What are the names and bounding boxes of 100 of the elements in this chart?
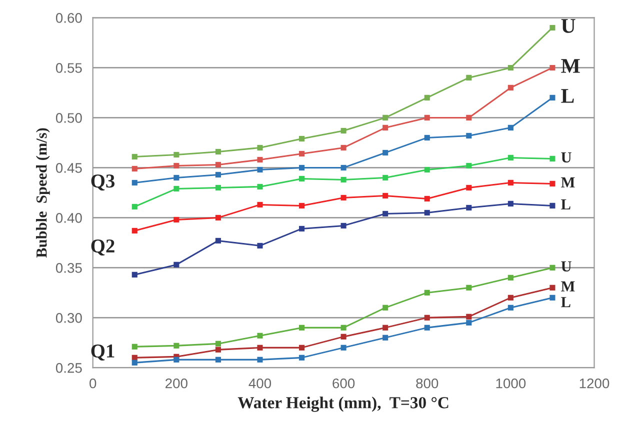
point xyxy=(424,114,430,120)
point xyxy=(257,344,263,350)
point xyxy=(215,238,221,244)
point xyxy=(132,228,138,234)
point xyxy=(174,162,180,168)
x-tick-label: 800 xyxy=(416,378,438,388)
x-tick-label: 200 xyxy=(166,378,188,388)
point xyxy=(174,152,180,158)
point xyxy=(508,180,514,186)
point xyxy=(257,356,263,362)
point xyxy=(424,94,430,100)
y-tick-label: 0.40 xyxy=(56,213,82,223)
point xyxy=(550,202,556,208)
point xyxy=(174,216,180,222)
point xyxy=(508,274,514,280)
y-tick-label: 0.60 xyxy=(56,13,82,23)
point xyxy=(508,64,514,70)
point xyxy=(215,148,221,154)
point xyxy=(257,242,263,248)
point xyxy=(257,166,263,172)
annotation: Q3 xyxy=(91,174,115,191)
point xyxy=(550,156,556,162)
point xyxy=(508,124,514,130)
point xyxy=(340,194,346,200)
series-label: M xyxy=(561,59,580,73)
point xyxy=(340,324,346,330)
series-label: M xyxy=(561,281,575,292)
y-tick-label: 0.35 xyxy=(56,263,82,273)
point xyxy=(298,202,305,208)
point xyxy=(550,64,556,70)
series-label: U xyxy=(561,261,572,272)
point xyxy=(340,144,346,150)
point xyxy=(550,264,556,270)
point xyxy=(298,354,305,360)
point xyxy=(508,294,514,300)
point xyxy=(382,334,388,340)
point xyxy=(340,128,346,134)
point xyxy=(382,124,388,130)
series-label: U xyxy=(561,19,576,33)
point xyxy=(382,210,388,216)
series-label: U xyxy=(561,152,572,163)
x-tick-label: 1200 xyxy=(580,378,610,388)
point xyxy=(508,84,514,90)
point xyxy=(424,196,430,202)
point xyxy=(298,324,305,330)
y-tick-label: 0.30 xyxy=(56,313,82,323)
point xyxy=(257,144,263,150)
y-tick-label: 0.55 xyxy=(56,63,82,73)
x-tick-label: 0 xyxy=(90,378,96,388)
point xyxy=(257,184,263,190)
series-label: M xyxy=(561,177,575,188)
point xyxy=(550,180,556,186)
point xyxy=(132,360,138,366)
point xyxy=(132,344,138,350)
point xyxy=(550,284,556,290)
point xyxy=(174,186,180,192)
point xyxy=(215,172,221,178)
point xyxy=(382,304,388,310)
point xyxy=(298,164,305,170)
point xyxy=(215,214,221,220)
point xyxy=(215,184,221,190)
point xyxy=(424,210,430,216)
point xyxy=(466,184,472,190)
point xyxy=(215,340,221,346)
point xyxy=(132,204,138,210)
point xyxy=(298,344,305,350)
point xyxy=(424,166,430,172)
point xyxy=(257,202,263,208)
point xyxy=(132,166,138,172)
point xyxy=(382,114,388,120)
point xyxy=(132,154,138,160)
y-tick-label: 0.25 xyxy=(56,363,82,373)
point xyxy=(174,174,180,180)
point xyxy=(508,200,514,206)
point xyxy=(132,272,138,278)
point xyxy=(508,154,514,160)
point xyxy=(466,204,472,210)
point xyxy=(550,94,556,100)
point xyxy=(466,74,472,80)
point xyxy=(340,176,346,182)
point xyxy=(298,176,305,182)
point xyxy=(298,226,305,232)
point xyxy=(174,262,180,268)
point xyxy=(466,314,472,320)
point xyxy=(466,132,472,138)
point xyxy=(424,134,430,140)
point xyxy=(215,162,221,168)
point xyxy=(424,314,430,320)
series-label: L xyxy=(561,297,570,308)
point xyxy=(382,324,388,330)
y-tick-label: 0.50 xyxy=(56,113,82,123)
x-tick-label: 600 xyxy=(332,378,355,388)
point xyxy=(508,304,514,310)
point xyxy=(215,346,221,352)
point xyxy=(424,324,430,330)
series-label: L xyxy=(561,89,574,103)
point xyxy=(382,192,388,198)
x-tick-label: 400 xyxy=(248,378,272,388)
point xyxy=(382,150,388,156)
y-axis-title: Bubble Speed (m/s) xyxy=(36,128,50,258)
